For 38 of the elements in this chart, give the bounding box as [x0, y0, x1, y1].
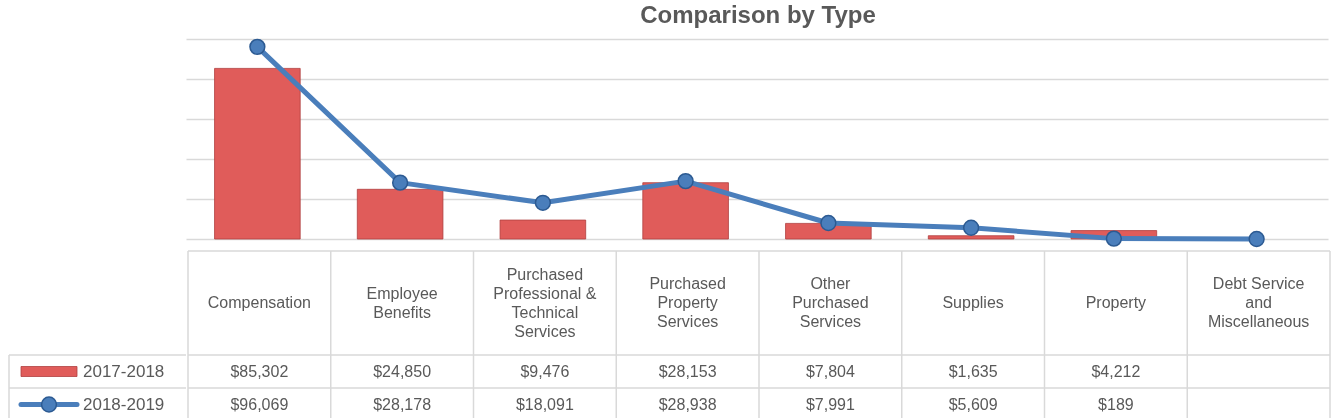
x-tick-label: Purchased Property Services [649, 275, 726, 330]
legend-label: 2018-2019 [83, 394, 165, 414]
point [534, 194, 552, 211]
point [249, 38, 266, 56]
bar [927, 235, 1015, 240]
data-label: $85,302 [230, 362, 289, 380]
data-label: $7,991 [805, 395, 855, 413]
bar [214, 68, 301, 240]
point [677, 172, 694, 190]
bar [642, 182, 729, 240]
data-label: $28,178 [373, 395, 432, 413]
x-tick-label: Supplies [942, 294, 1004, 311]
x-tick-label: Other Purchased Services [792, 275, 869, 330]
x-tick-label: Debt Service and Miscellaneous [1207, 275, 1310, 330]
point [962, 219, 980, 236]
x-tick-label: Compensation [207, 294, 311, 311]
point [820, 214, 837, 232]
data-label: $4,212 [1091, 362, 1141, 380]
data-label: $96,069 [230, 395, 289, 413]
chart-title: Comparison by Type [640, 1, 876, 28]
data-label: $24,850 [373, 362, 432, 380]
x-tick-label: Property [1085, 294, 1147, 311]
x-tick-label: Purchased Professional & Technical Services [493, 265, 597, 340]
data-label: $18,091 [515, 395, 574, 413]
data-label: $9,476 [520, 362, 570, 380]
point [1105, 230, 1123, 247]
x-tick-label: Employee Benefits [366, 284, 438, 321]
bar [499, 219, 587, 240]
data-label: $7,804 [805, 362, 855, 380]
data-label: $189 [1098, 395, 1134, 413]
data-label: $5,609 [948, 395, 998, 413]
point [1248, 230, 1265, 248]
data-label: $28,938 [658, 395, 717, 413]
legend-label: 2017-2018 [83, 361, 165, 381]
data-label: $28,153 [658, 362, 717, 380]
data-label: $1,635 [948, 362, 998, 380]
point [391, 174, 409, 191]
bar [356, 188, 444, 240]
